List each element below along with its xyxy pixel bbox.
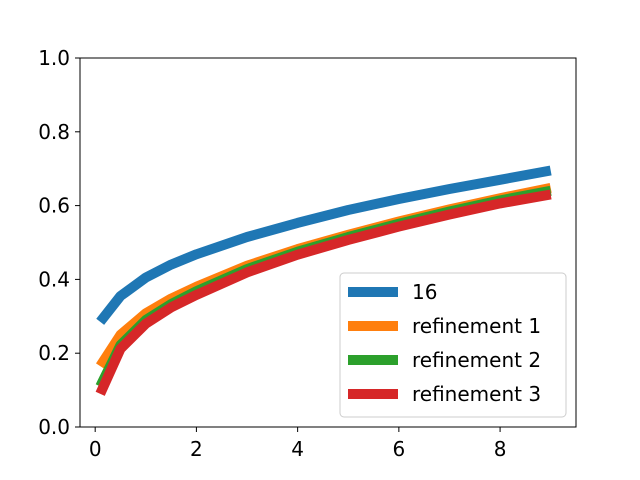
legend-label-4: refinement 3 bbox=[412, 382, 541, 406]
series-line-1 bbox=[96, 165, 552, 325]
y-tick-label: 0.2 bbox=[38, 341, 70, 365]
y-tick-label: 0.0 bbox=[38, 415, 70, 439]
y-tick-label: 0.4 bbox=[38, 267, 70, 291]
y-tick-label: 0.6 bbox=[38, 194, 70, 218]
legend-label-1: 16 bbox=[412, 280, 437, 304]
axes-frame bbox=[79, 57, 577, 428]
legend-label-2: refinement 1 bbox=[412, 314, 541, 338]
plot-area: 0 2 4 6 8 0.0 0.2 0.4 0.6 0.8 1.0 16 refinement 1 ref… bbox=[38, 46, 577, 461]
x-tick-label: 8 bbox=[494, 437, 507, 461]
legend-box bbox=[339, 272, 567, 418]
x-tick-label: 4 bbox=[291, 437, 304, 461]
y-tick-label: 0.8 bbox=[38, 120, 70, 144]
x-tick-label: 6 bbox=[392, 437, 405, 461]
x-tick-label: 0 bbox=[89, 437, 102, 461]
series-line-4 bbox=[95, 189, 552, 396]
legend-label-3: refinement 2 bbox=[412, 348, 541, 372]
x-tick-label: 2 bbox=[190, 437, 203, 461]
y-tick-label: 1.0 bbox=[38, 46, 70, 70]
